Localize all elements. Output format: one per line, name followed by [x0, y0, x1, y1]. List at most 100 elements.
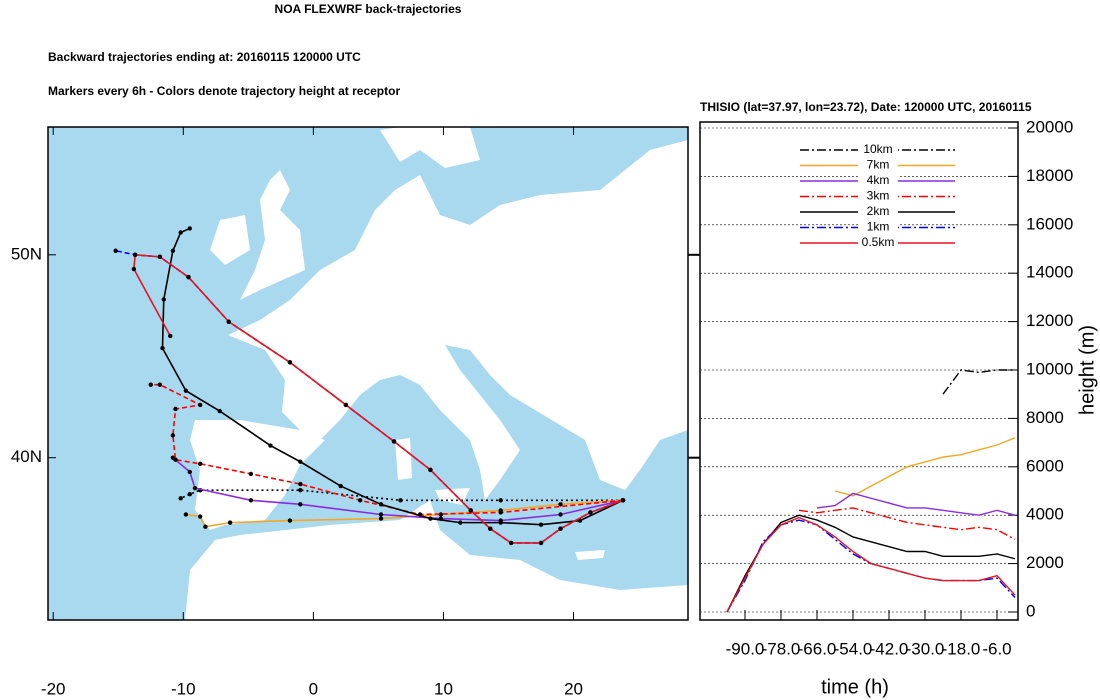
trajectory-marker [508, 540, 514, 546]
trajectory-marker [227, 520, 233, 525]
trajectory-marker [203, 524, 208, 529]
trajectory-marker [398, 498, 403, 503]
chart-title: THISIO (lat=37.97, lon=23.72), Date: 120… [700, 100, 1032, 114]
land [185, 500, 688, 620]
trajectory-marker [178, 496, 183, 501]
y-tick-label: 6000 [1026, 456, 1064, 475]
trajectory-marker [438, 512, 444, 517]
x-tick-label: -42.0 [870, 639, 909, 658]
x-tick-label: -30.0 [906, 639, 945, 658]
trajectory-marker [498, 498, 503, 503]
trajectory-marker [538, 522, 544, 527]
trajectory [185, 499, 624, 528]
y-tick-label: 14000 [1026, 263, 1073, 282]
trajectory-marker [160, 345, 165, 351]
series-line [726, 514, 1016, 613]
trajectory-marker [558, 512, 563, 517]
trajectory-marker [187, 469, 192, 475]
x-tick-label: 10 [434, 679, 453, 698]
x-tick-label: -10 [171, 679, 196, 698]
trajectories [113, 226, 626, 546]
land [395, 438, 412, 480]
trajectory-marker [488, 526, 493, 531]
trajectory-marker [173, 457, 178, 462]
x-tick-label: -66.0 [798, 639, 837, 658]
series-line [816, 492, 1016, 516]
legend-label: 3km [867, 189, 890, 203]
land [575, 550, 605, 560]
legend-label: 2km [867, 204, 890, 218]
trajectory-marker [378, 502, 384, 507]
y-tick-label: 40N [11, 447, 42, 466]
x-axis-label: time (h) [821, 676, 889, 698]
trajectory-marker [287, 360, 293, 365]
land [380, 127, 480, 168]
trajectory-marker [428, 467, 433, 473]
trajectory-marker [498, 520, 503, 525]
trajectory-marker [186, 274, 191, 280]
trajectory-marker [287, 518, 293, 523]
trajectory-marker [183, 512, 189, 517]
x-tick-label: 20 [564, 679, 583, 698]
trajectory-marker [558, 502, 563, 507]
trajectory-marker [197, 514, 203, 519]
legend-label-bg [858, 236, 898, 250]
trajectory-marker [157, 254, 163, 260]
legend-label: 4km [867, 173, 890, 187]
subtitle: Backward trajectories ending at: 2016011… [48, 50, 361, 64]
trajectory-marker [132, 252, 138, 258]
x-tick-label: -78.0 [762, 639, 801, 658]
trajectory-marker [173, 406, 178, 412]
trajectory-marker [378, 512, 384, 517]
figure-title: NOA FLEXWRF back-trajectories [275, 2, 462, 16]
series-line [726, 516, 1016, 613]
trajectory-marker [268, 443, 273, 448]
trajectory-marker [148, 382, 153, 387]
legend-label-bg [858, 220, 898, 235]
trajectory-marker [170, 433, 176, 438]
trajectory-marker [538, 540, 544, 546]
trajectory-marker [357, 498, 363, 503]
x-tick-label: 0 [309, 679, 318, 698]
trajectory-marker [131, 266, 137, 272]
trajectory-marker [197, 461, 203, 466]
land [228, 140, 688, 500]
trajectory-marker [170, 248, 176, 253]
legend-label: 0.5km [862, 235, 895, 249]
y-tick-label: 8000 [1026, 408, 1064, 427]
trajectory-marker [217, 408, 222, 414]
x-tick-label: -54.0 [834, 639, 873, 658]
legend-label-bg [858, 189, 898, 204]
land [210, 215, 250, 265]
y-tick-label: 4000 [1026, 505, 1064, 524]
y-tick-label: 20000 [1026, 117, 1073, 136]
y-tick-label: 2000 [1026, 553, 1064, 572]
y-axis-label: height (m) [1076, 325, 1098, 415]
trajectory-marker [298, 481, 303, 487]
y-tick-label: 0 [1026, 601, 1035, 620]
land [240, 170, 305, 300]
trajectory-marker [298, 502, 303, 507]
trajectory-marker [178, 230, 183, 235]
trajectory-marker [343, 402, 349, 408]
x-tick-label: -6.0 [982, 639, 1011, 658]
plot-frame [699, 121, 1019, 621]
x-tick-label: -18.0 [942, 639, 981, 658]
trajectory-marker [428, 516, 433, 521]
trajectory [172, 457, 624, 522]
legend-label-bg [858, 174, 898, 188]
y-tick-label: 12000 [1026, 311, 1073, 330]
y-tick-label: 50N [11, 244, 42, 263]
trajectory-marker [391, 439, 397, 444]
y-tick-label: 10000 [1026, 359, 1073, 378]
y-tick-label: 18000 [1026, 166, 1073, 185]
map-frame [47, 126, 689, 621]
series-line [834, 437, 1016, 497]
legend-label-bg [858, 158, 898, 173]
trajectory-marker [458, 520, 463, 525]
series-line [726, 519, 1016, 613]
trajectory-marker [498, 510, 503, 515]
trajectory-marker [248, 471, 254, 477]
